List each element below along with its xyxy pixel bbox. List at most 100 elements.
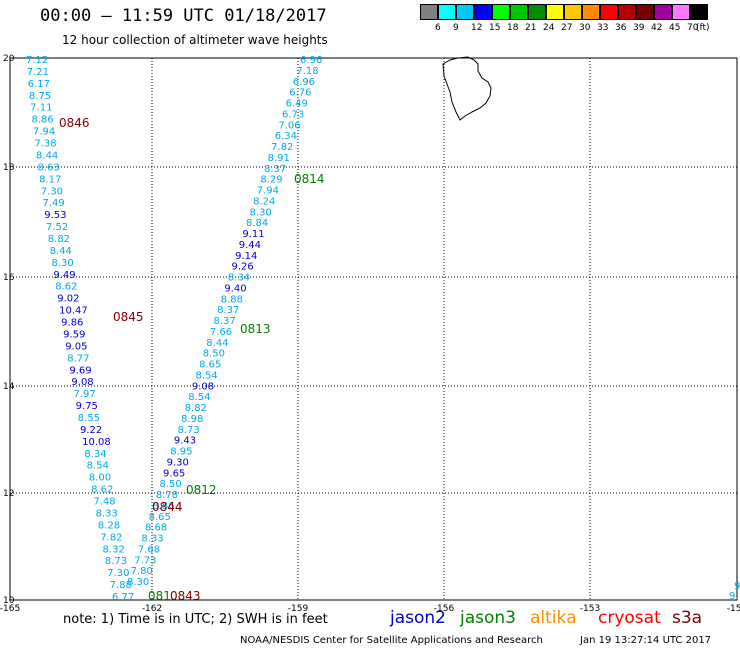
lon-tick-label: -159 [288,604,309,614]
generated-timestamp: Jan 19 13:27:14 UTC 2017 [580,635,712,646]
wave-height-value: 8.65 [149,512,171,523]
map-frame [9,57,738,601]
legend-swatch [600,4,618,20]
legend-swatch [456,4,474,20]
wave-height-value: 9.44 [239,240,261,251]
map-subtitle: 12 hour collection of altimeter wave hei… [62,33,328,47]
wave-height-value: 9.08 [192,381,214,392]
wave-height-value: 8.86 [32,115,54,126]
wave-height-value: 7.18 [296,66,318,77]
wave-height-value: 9.53 [44,210,66,221]
wave-height-value: 8.33 [141,534,163,545]
wave-height-value: 7.12 [26,55,48,66]
satellite-altika: altika [530,608,577,628]
legend-swatch [438,4,456,20]
wave-height-value: 7.82 [271,142,293,153]
wave-height-value: 8.91 [268,153,290,164]
wave-height-value: 7.80 [131,566,153,577]
legend-label: 15 [489,23,501,33]
wave-height-value: 8.37 [217,305,239,316]
wave-height-value: 9.14 [235,251,257,262]
legend-swatch [672,4,690,20]
wave-height-value: 9.69 [69,365,91,376]
wave-height-value: 8.50 [159,479,181,490]
legend-swatch [492,4,510,20]
lat-tick-label: 12 [3,489,14,499]
wave-height-value: 8.30 [127,577,149,588]
wave-height-value: 7.21 [27,67,49,78]
legend-swatch [564,4,582,20]
edge-wave-value: 9. [729,591,739,602]
legend-label: 21 [525,23,537,33]
lat-tick-label: 18 [3,163,15,173]
pass-time-label: 0845 [113,310,144,324]
wave-height-value: 7.30 [41,186,63,197]
pass-time-label: 0844 [152,500,183,514]
wave-height-value: 8.65 [199,360,221,371]
lat-tick-label: 20 [3,54,15,64]
legend-swatch [528,4,546,20]
wave-height-value: 9.11 [242,229,264,240]
wave-height-value: 6.96 [300,55,322,66]
wave-height-value: 7.97 [74,389,96,400]
legend-swatch [636,4,654,20]
legend-label: 27 [561,23,573,33]
wave-height-value: 8.44 [50,246,72,257]
legend-swatch [420,4,438,20]
wave-height-value: 7.73 [134,555,156,566]
lon-tick-label: -153 [580,604,600,614]
wave-height-value: 9.05 [65,341,87,352]
legend-label: 42 [651,23,663,33]
wave-height-value: 7.52 [46,222,68,233]
wave-height-value: 8.34 [84,449,106,460]
wave-height-value: 8.63 [38,162,60,173]
wave-height-value: 10.08 [82,437,111,448]
wave-height-value: 9.02 [57,294,79,305]
satellite-jason3: jason3 [460,608,516,628]
lat-tick-label: 10 [3,596,15,606]
wave-height-value: 7.30 [107,568,129,579]
wave-height-value: 8.95 [170,447,192,458]
wave-height-value: 9.22 [80,425,102,436]
wave-height-value: 8.75 [29,91,51,102]
legend-swatch [654,4,672,20]
wave-height-value: 8.73 [177,425,199,436]
wave-height-value: 8.88 [221,294,243,305]
satellite-cryosat: cryosat [598,608,661,628]
pass-time-label: 081 [148,589,171,603]
pass-time-label: 0843 [170,589,201,603]
map-grid [10,58,737,600]
legend-label: 9 [453,23,459,33]
wave-height-value: 6.34 [275,131,297,142]
wave-height-value: 9.26 [232,262,254,273]
wave-height-value: 8.24 [253,196,275,207]
wave-height-value: 7.88 [110,580,132,591]
wave-height-value: 6.77 [112,592,134,603]
map-title: 00:00 – 11:59 UTC 01/18/2017 [40,6,327,26]
legend-label: 24 [543,23,555,33]
legend-label: 33 [597,23,609,33]
legend-label: 6 [435,23,441,33]
pass-time-label: 0814 [294,172,325,186]
axis-ticks: -165 -162 -159 -156 -153 -150 20 18 16 14 12 10 [0,54,740,614]
wave-height-value: 8.33 [96,508,118,519]
lon-tick-label: -150 [727,604,740,614]
wave-height-value: 6.17 [28,79,50,90]
wave-height-value: 8.28 [98,520,120,531]
wave-height-value: 8.68 [145,523,167,534]
wave-height-value: 9.30 [167,457,189,468]
wave-height-value: 8.82 [185,403,207,414]
wave-height-value: 8.34 [228,273,250,284]
wave-height-value: 8.54 [87,461,109,472]
legend-label: 70 [687,23,699,33]
lon-tick-label: -165 [0,604,20,614]
wave-height-value: 7.06 [278,120,300,131]
wave-height-value: 8.17 [39,174,61,185]
satellite-jason2: jason2 [390,608,446,628]
lat-tick-label: 16 [3,273,15,283]
units-note: note: 1) Time is in UTC; 2) SWH is in fe… [63,612,328,627]
wave-height-value: 7.82 [100,532,122,543]
wave-height-value: 9.75 [76,401,98,412]
legend-label: 36 [615,23,627,33]
